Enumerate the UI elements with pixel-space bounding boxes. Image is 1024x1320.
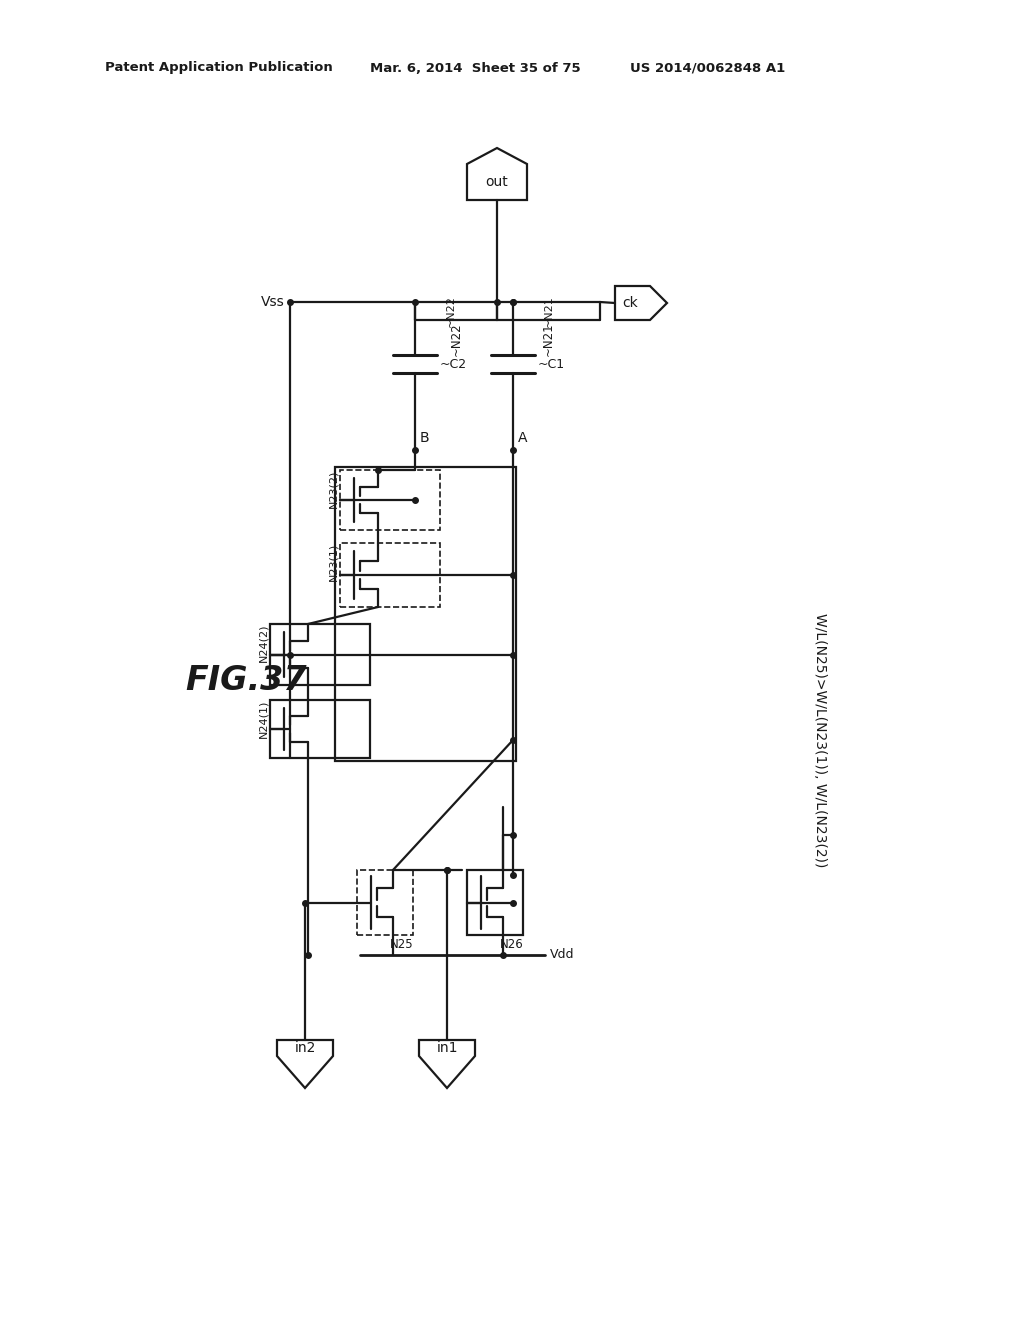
Polygon shape — [467, 148, 527, 201]
Bar — [340, 470, 440, 531]
Text: Patent Application Publication: Patent Application Publication — [105, 62, 333, 74]
Bar — [340, 543, 440, 607]
Text: out: out — [485, 176, 508, 189]
Text: N25: N25 — [390, 939, 414, 950]
Text: A: A — [518, 432, 527, 445]
Text: ~N22: ~N22 — [446, 296, 456, 327]
Text: N23(1): N23(1) — [328, 543, 338, 581]
Text: ~C1: ~C1 — [538, 358, 565, 371]
Bar — [357, 870, 413, 935]
Text: ~N22: ~N22 — [450, 322, 463, 355]
Text: N24(1): N24(1) — [258, 700, 268, 738]
Text: in1: in1 — [436, 1041, 458, 1055]
Bar — [270, 624, 370, 685]
Text: ~N21: ~N21 — [544, 296, 554, 327]
Text: N23(2): N23(2) — [328, 470, 338, 508]
Text: Vss: Vss — [261, 294, 285, 309]
Text: US 2014/0062848 A1: US 2014/0062848 A1 — [630, 62, 785, 74]
Text: in2: in2 — [294, 1041, 315, 1055]
Text: B: B — [420, 432, 430, 445]
Text: FIG.37: FIG.37 — [185, 664, 306, 697]
Text: ck: ck — [623, 296, 638, 310]
Polygon shape — [278, 1040, 333, 1088]
Text: ~N21: ~N21 — [542, 322, 555, 355]
Text: ~C2: ~C2 — [440, 358, 467, 371]
Polygon shape — [615, 286, 667, 319]
Text: Vdd: Vdd — [550, 949, 574, 961]
Bar — [467, 870, 523, 935]
Text: W/L(N25)>W/L(N23(1)), W/L(N23(2)): W/L(N25)>W/L(N23(1)), W/L(N23(2)) — [813, 612, 827, 867]
Text: Mar. 6, 2014  Sheet 35 of 75: Mar. 6, 2014 Sheet 35 of 75 — [370, 62, 581, 74]
Bar — [335, 467, 516, 762]
Bar — [270, 700, 370, 758]
Text: N26: N26 — [500, 939, 523, 950]
Text: N24(2): N24(2) — [258, 624, 268, 663]
Polygon shape — [419, 1040, 475, 1088]
